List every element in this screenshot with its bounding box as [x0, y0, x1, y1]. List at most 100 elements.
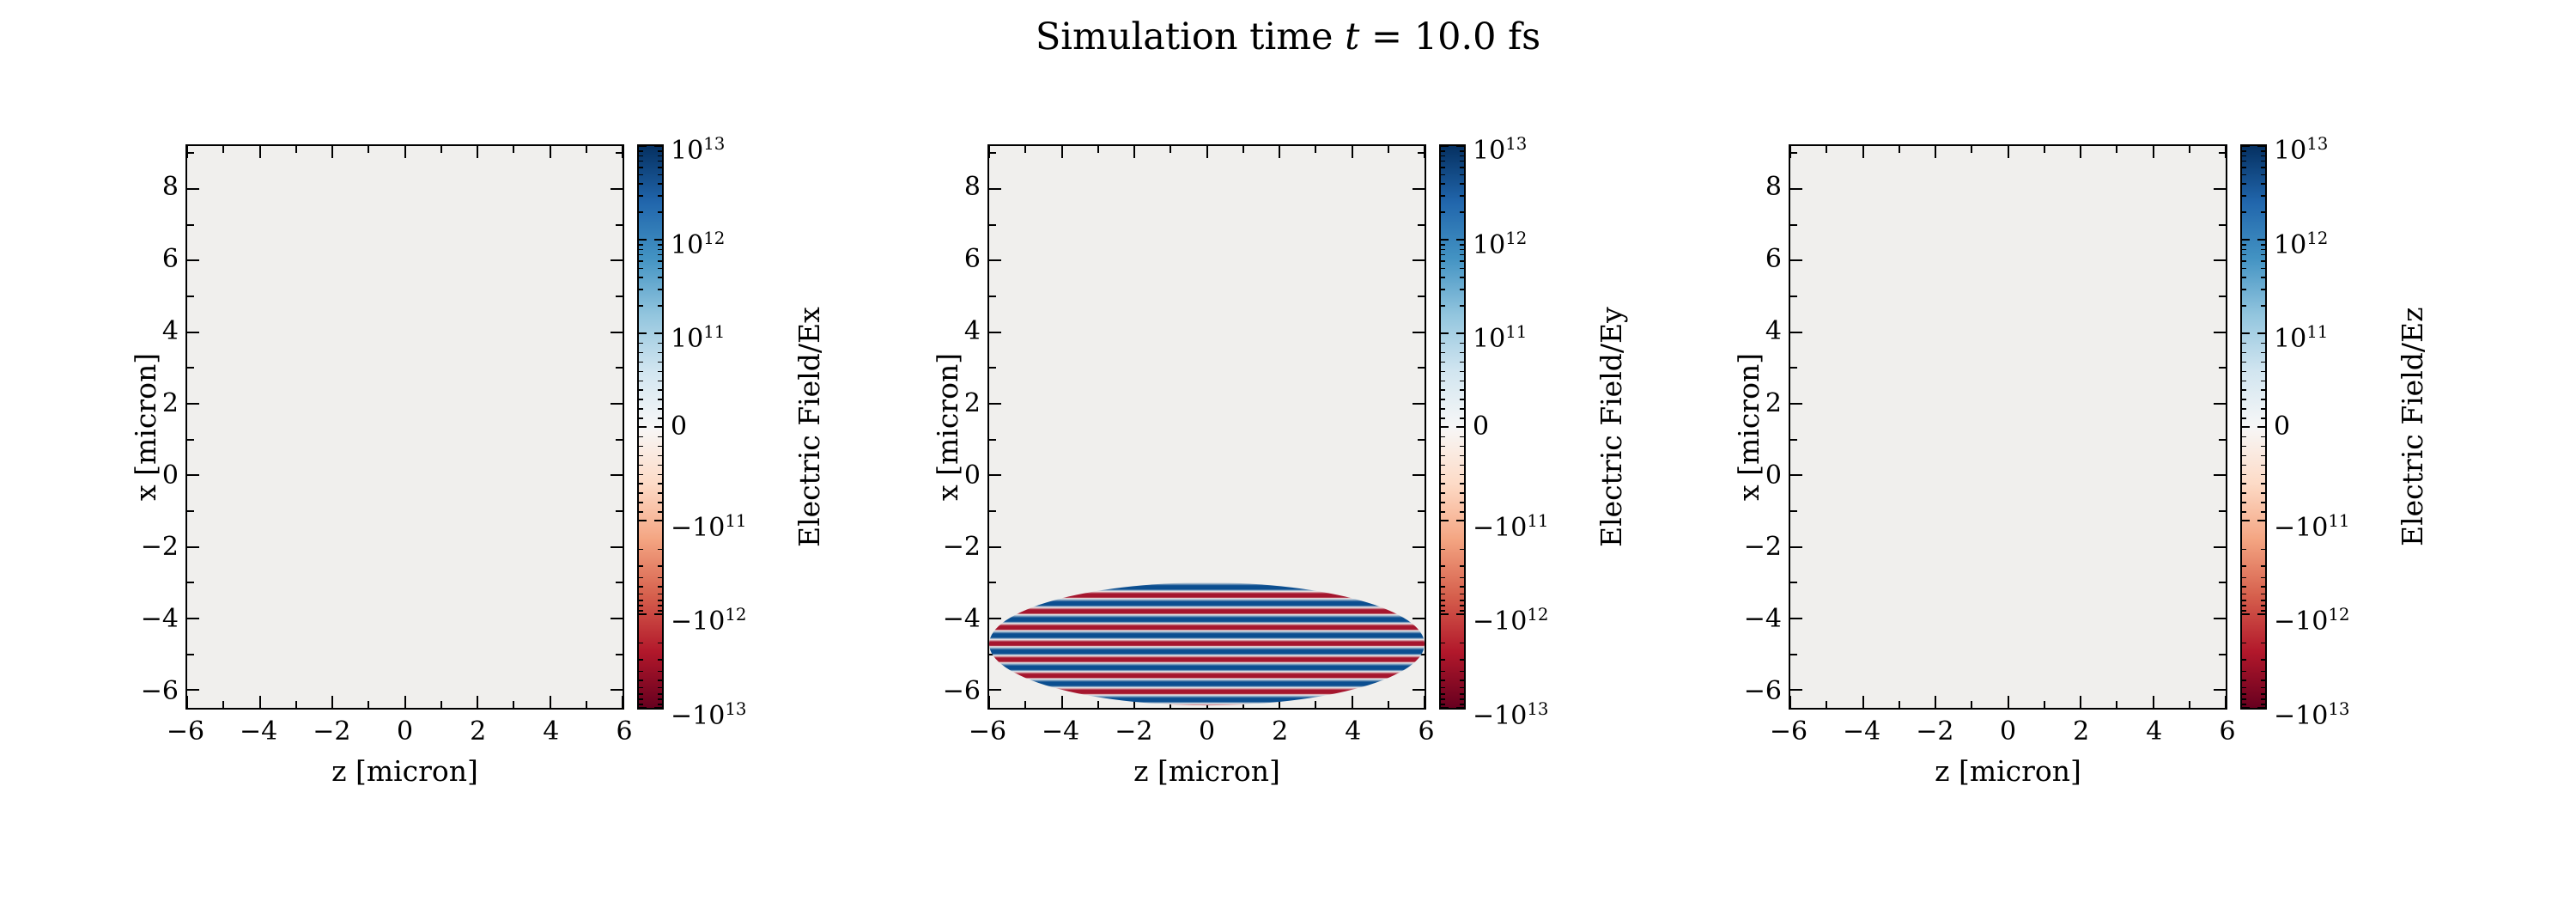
colorbar-minor-tick — [2261, 195, 2265, 197]
tick-mark — [2044, 701, 2045, 708]
colorbar-minor-tick — [2261, 150, 2265, 152]
colorbar-minor-tick — [2261, 174, 2265, 176]
colorbar-tick — [639, 145, 647, 147]
tick-mark — [187, 654, 194, 655]
x-axis-label: z [micron] — [331, 754, 478, 788]
colorbar-minor-tick — [2242, 502, 2246, 503]
colorbar-minor-tick — [658, 436, 662, 438]
colorbar-minor-tick — [658, 183, 662, 185]
exponent: 11 — [2306, 322, 2329, 343]
figure-title-math-symbol: t — [1345, 15, 1360, 58]
colorbar-label-Ex: Electric Field/Ex — [793, 307, 826, 547]
tick-mark — [2219, 367, 2226, 369]
colorbar-minor-tick — [639, 492, 643, 494]
colorbar-minor-tick — [2261, 277, 2265, 278]
colorbar-minor-tick — [2261, 155, 2265, 157]
y-tick-label: −2 — [1743, 532, 1782, 563]
colorbar-minor-tick — [2242, 593, 2246, 595]
colorbar-minor-tick — [2261, 289, 2265, 290]
tick-mark — [404, 146, 406, 158]
tick-mark — [187, 332, 199, 333]
colorbar-minor-tick — [1460, 248, 1464, 251]
colorbar-minor-tick — [1460, 670, 1464, 673]
colorbar-minor-tick — [639, 464, 643, 466]
colorbar-minor-tick — [1441, 445, 1445, 448]
colorbar-tick — [1441, 332, 1449, 334]
y-tick-label: 4 — [161, 315, 179, 346]
tick-mark — [1935, 696, 1936, 708]
tick-mark — [2153, 146, 2154, 158]
tick-mark — [1790, 582, 1797, 583]
colorbar-minor-tick — [1460, 351, 1464, 354]
colorbar-minor-tick — [658, 492, 662, 494]
colorbar-minor-tick — [2242, 342, 2246, 344]
exponent: 12 — [2306, 228, 2329, 248]
tick-mark — [989, 332, 1001, 333]
colorbar-minor-tick — [1441, 267, 1445, 270]
exponent: 13 — [2306, 134, 2329, 154]
tick-mark — [187, 367, 194, 369]
colorbar-minor-tick — [2242, 464, 2246, 466]
colorbar-minor-tick — [1460, 511, 1464, 513]
colorbar-minor-tick — [658, 195, 662, 197]
colorbar-minor-tick — [639, 195, 643, 197]
colorbar-minor-tick — [2261, 464, 2265, 466]
colorbar-Ex — [637, 144, 664, 710]
colorbar-tick — [2242, 613, 2250, 615]
tick-mark — [550, 696, 551, 708]
colorbar-minor-tick — [2261, 351, 2265, 354]
tick-mark — [989, 259, 1001, 261]
colorbar-minor-tick — [2242, 361, 2246, 363]
colorbar-minor-tick — [2242, 150, 2246, 152]
plot-area-Ez — [1789, 144, 2227, 710]
colorbar-minor-tick — [639, 150, 643, 152]
colorbar-minor-tick — [1460, 483, 1464, 485]
colorbar-minor-tick — [639, 454, 643, 457]
x-tick-label: −2 — [1916, 716, 1954, 747]
exponent: 13 — [703, 134, 726, 154]
colorbar-minor-tick — [658, 160, 662, 162]
colorbar-minor-tick — [1460, 342, 1464, 344]
y-axis-label: x [micron] — [1732, 352, 1765, 502]
colorbar-minor-tick — [2261, 473, 2265, 475]
colorbar-minor-tick — [1460, 408, 1464, 410]
y-tick-label: 2 — [161, 387, 179, 418]
colorbar-minor-tick — [639, 174, 643, 176]
tick-mark — [1097, 146, 1099, 153]
colorbar-tick — [1441, 145, 1449, 147]
tick-mark — [1790, 367, 1797, 369]
colorbar-minor-tick — [1441, 370, 1445, 373]
tick-mark — [2219, 582, 2226, 583]
colorbar-minor-tick — [2242, 600, 2246, 601]
colorbar-minor-tick — [2242, 586, 2246, 588]
x-tick-label: 2 — [470, 716, 487, 747]
tick-mark — [513, 701, 514, 708]
colorbar-minor-tick — [658, 289, 662, 290]
colorbar-minor-tick — [2242, 704, 2246, 705]
tick-mark — [989, 618, 1001, 619]
colorbar-tick — [1441, 520, 1449, 521]
colorbar-minor-tick — [658, 211, 662, 213]
colorbar-minor-tick — [1460, 464, 1464, 466]
colorbar-minor-tick — [658, 417, 662, 419]
tick-mark — [616, 510, 623, 512]
tick-mark — [2219, 439, 2226, 441]
colorbar-minor-tick — [2242, 167, 2246, 168]
colorbar-tick-label: −1011 — [1473, 510, 1549, 543]
tick-mark — [989, 152, 996, 154]
colorbar-minor-tick — [658, 565, 662, 567]
x-tick-label: 4 — [2146, 716, 2163, 747]
tick-mark — [187, 403, 199, 405]
tick-mark — [989, 439, 996, 441]
exponent: 11 — [1527, 510, 1549, 531]
tick-mark — [550, 146, 551, 158]
colorbar-minor-tick — [639, 167, 643, 168]
colorbar-minor-tick — [658, 445, 662, 448]
tick-mark — [586, 146, 587, 153]
colorbar-minor-tick — [1460, 253, 1464, 256]
y-tick-label: 6 — [161, 244, 179, 275]
colorbar-tick — [654, 426, 662, 428]
tick-mark — [1388, 701, 1389, 708]
colorbar-minor-tick — [658, 642, 662, 644]
tick-mark — [1899, 146, 1900, 153]
